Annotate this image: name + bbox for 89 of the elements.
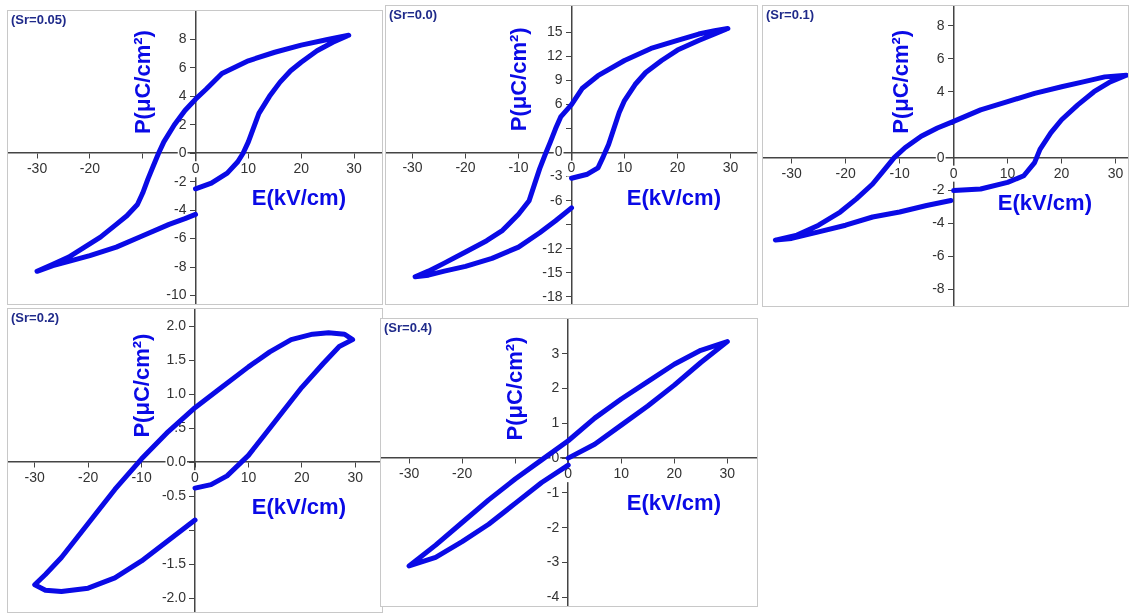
x-tick-label: -20 bbox=[455, 159, 476, 176]
y-tick-label: -6 bbox=[932, 247, 945, 264]
y-tick-label: 15 bbox=[546, 23, 563, 40]
y-tick-label: 6 bbox=[178, 58, 187, 75]
y-tick-label: -4 bbox=[546, 588, 560, 605]
y-tick-label: 8 bbox=[178, 30, 187, 47]
y-tick-label: -1.5 bbox=[161, 555, 187, 572]
y-axis-title: P(μC/cm²) bbox=[502, 336, 528, 441]
x-tick-label: 30 bbox=[346, 160, 362, 177]
y-tick-label: -15 bbox=[542, 263, 563, 280]
y-tick-label: 0 bbox=[178, 144, 187, 161]
y-tick-label: -0.5 bbox=[161, 487, 187, 504]
y-tick-label: -8 bbox=[932, 280, 945, 297]
y-tick-label: 8 bbox=[936, 16, 945, 33]
x-axis-title: E(kV/cm) bbox=[251, 185, 346, 211]
x-tick-label: -30 bbox=[24, 469, 46, 486]
y-tick-label: 9 bbox=[554, 71, 563, 88]
x-tick-label: 0 bbox=[191, 469, 200, 486]
y-tick-label: -2.0 bbox=[161, 589, 187, 606]
y-axis-title: P(μC/cm²) bbox=[129, 333, 155, 438]
x-tick-label: -20 bbox=[452, 465, 473, 482]
y-tick-label: 1.0 bbox=[166, 384, 187, 401]
y-tick-label: -4 bbox=[932, 214, 945, 231]
x-tick-label: 20 bbox=[1053, 164, 1070, 181]
y-tick-label: 4 bbox=[936, 82, 945, 99]
y-tick-label: 6 bbox=[554, 95, 563, 112]
x-tick-label: -20 bbox=[79, 160, 101, 177]
y-tick-label: -4 bbox=[174, 200, 187, 217]
x-tick-label: 10 bbox=[616, 159, 633, 176]
y-tick-label: 0 bbox=[554, 143, 563, 160]
y-tick-label: 6 bbox=[936, 49, 945, 66]
x-tick-label: 30 bbox=[719, 465, 736, 482]
chart-title: (Sr=0.05) bbox=[11, 12, 67, 28]
y-tick-label: 2.0 bbox=[166, 316, 187, 333]
y-tick-label: -18 bbox=[542, 287, 563, 304]
y-tick-label: 1.5 bbox=[166, 350, 187, 367]
x-axis-title: E(kV/cm) bbox=[626, 490, 721, 516]
y-axis-title: P(μC/cm²) bbox=[505, 27, 531, 132]
y-tick-label: -10 bbox=[166, 286, 187, 303]
y-tick-label: -6 bbox=[550, 191, 563, 208]
x-tick-label: 10 bbox=[999, 164, 1016, 181]
y-tick-label: -8 bbox=[174, 257, 187, 274]
x-tick-label: 20 bbox=[669, 159, 686, 176]
x-tick-label: 30 bbox=[722, 159, 739, 176]
y-tick-label: 0.0 bbox=[166, 453, 187, 470]
x-tick-label: 20 bbox=[294, 469, 310, 486]
chart-title: (Sr=0.4) bbox=[384, 320, 433, 336]
x-tick-label: 20 bbox=[666, 465, 683, 482]
x-tick-label: -20 bbox=[78, 469, 99, 486]
x-tick-label: -30 bbox=[781, 164, 802, 181]
y-tick-label: 12 bbox=[546, 47, 563, 64]
y-tick-label: -1 bbox=[546, 483, 560, 500]
x-tick-label: -30 bbox=[26, 160, 48, 177]
y-tick-label: 2 bbox=[178, 115, 187, 132]
x-tick-label: -30 bbox=[402, 159, 423, 176]
x-tick-label: 10 bbox=[613, 465, 630, 482]
x-tick-label: -10 bbox=[889, 164, 910, 181]
x-axis-title: E(kV/cm) bbox=[626, 184, 721, 210]
x-tick-label: 0 bbox=[567, 159, 576, 176]
y-tick-label: 2 bbox=[551, 379, 560, 396]
x-tick-label: 20 bbox=[293, 160, 310, 177]
y-tick-label: -2 bbox=[546, 518, 560, 535]
x-tick-label: 10 bbox=[240, 160, 257, 177]
x-tick-label: 0 bbox=[949, 164, 958, 181]
x-tick-label: 0 bbox=[191, 160, 200, 177]
x-tick-label: 30 bbox=[347, 469, 364, 486]
y-tick-label: -12 bbox=[542, 239, 563, 256]
chart-title: (Sr=0.1) bbox=[766, 7, 815, 23]
x-axis-title: E(kV/cm) bbox=[997, 189, 1092, 215]
y-tick-label: 3 bbox=[551, 344, 560, 361]
x-tick-label: -20 bbox=[835, 164, 856, 181]
x-tick-label: -10 bbox=[131, 469, 152, 486]
y-tick-label: -6 bbox=[174, 229, 187, 246]
y-tick-label: 4 bbox=[178, 87, 187, 104]
y-tick-label: -2 bbox=[932, 181, 945, 198]
chart-title: (Sr=0.2) bbox=[11, 310, 60, 326]
y-axis-title: P(μC/cm²) bbox=[129, 30, 155, 135]
x-tick-label: 10 bbox=[240, 469, 257, 486]
y-tick-label: -3 bbox=[546, 553, 560, 570]
y-tick-label: -2 bbox=[174, 172, 187, 189]
x-axis-title: E(kV/cm) bbox=[251, 494, 346, 520]
y-tick-label: 1 bbox=[551, 414, 560, 431]
chart-title: (Sr=0.0) bbox=[389, 7, 438, 23]
y-tick-label: 0 bbox=[936, 148, 945, 165]
y-axis-title: P(μC/cm²) bbox=[887, 29, 913, 134]
x-tick-label: -30 bbox=[398, 465, 420, 482]
x-tick-label: -10 bbox=[508, 159, 529, 176]
x-tick-label: 30 bbox=[1107, 164, 1124, 181]
y-tick-label: -3 bbox=[550, 167, 563, 184]
